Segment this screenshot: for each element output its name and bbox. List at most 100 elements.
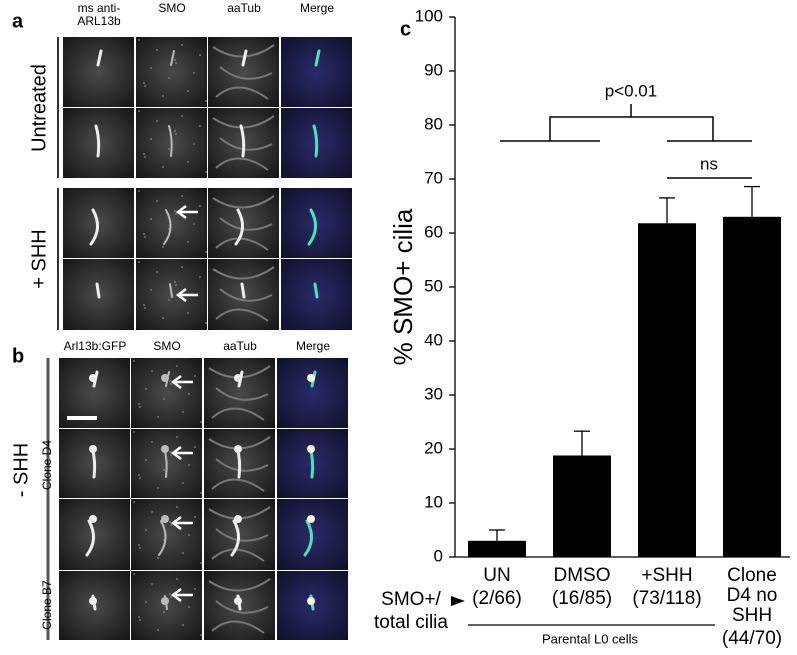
row-label: - SHH <box>10 443 32 497</box>
cilium <box>163 209 172 245</box>
basal-body <box>234 597 242 605</box>
speckle <box>143 153 145 155</box>
speckle <box>138 39 140 41</box>
speckle <box>156 271 158 273</box>
micrograph <box>63 37 134 107</box>
error-bar <box>489 529 505 541</box>
speckle <box>133 573 135 575</box>
y-tick-label: 80 <box>424 114 443 133</box>
speckle <box>151 370 153 372</box>
speckle <box>193 72 195 74</box>
cilium <box>241 49 248 67</box>
arrow <box>170 446 193 460</box>
cilium <box>314 49 321 67</box>
image-tile <box>281 37 352 107</box>
column-header: ms anti-ARL13b <box>77 1 121 28</box>
cilium <box>234 208 244 246</box>
speckle <box>144 236 146 238</box>
speckle <box>139 477 141 479</box>
speckle <box>187 161 189 163</box>
speckle <box>187 241 189 243</box>
speckle <box>175 133 177 135</box>
micrograph <box>208 259 279 330</box>
micrograph <box>208 188 279 258</box>
micrograph <box>131 429 202 498</box>
basal-body <box>89 597 97 605</box>
speckle <box>182 482 184 484</box>
speckle <box>163 469 165 471</box>
speckle <box>150 218 152 220</box>
speckle <box>139 547 141 549</box>
micrograph <box>204 571 275 640</box>
cilium <box>230 519 240 557</box>
speckle <box>138 110 140 112</box>
speckle <box>200 492 202 494</box>
bar-chart: 0 10 20 30 40 50 60 70 80 90 100 <box>415 6 790 565</box>
speckle <box>169 593 171 595</box>
basal-body <box>89 374 97 382</box>
speckle <box>169 451 171 453</box>
speckle <box>199 205 201 207</box>
speckle <box>157 487 159 489</box>
micrograph <box>204 358 275 428</box>
column-header: Merge <box>295 339 330 353</box>
speckle <box>138 616 140 618</box>
microtubules <box>212 266 275 322</box>
speckle <box>205 100 207 102</box>
speckle <box>175 284 177 286</box>
speckle <box>144 307 146 309</box>
group-label: Parental L0 cells <box>542 631 639 646</box>
image-tile <box>136 188 207 258</box>
cilium <box>168 125 173 157</box>
arrow <box>170 375 193 389</box>
y-tick-label: 40 <box>424 330 443 349</box>
speckle <box>156 200 158 202</box>
count-label: (2/66) <box>472 588 522 609</box>
speckle <box>162 317 164 319</box>
panel-letter: c <box>400 18 411 40</box>
speckle <box>151 441 153 443</box>
x-tick-label: DMSO <box>553 565 611 586</box>
speckle <box>187 90 189 92</box>
speckle <box>157 629 159 631</box>
microtubules <box>212 44 275 100</box>
speckle <box>194 375 196 377</box>
count-label: (16/85) <box>551 588 613 609</box>
y-tick-label: 70 <box>424 168 443 187</box>
basal-body <box>161 515 169 523</box>
speckle <box>170 596 172 598</box>
micrograph <box>281 259 352 330</box>
speckle <box>144 156 146 158</box>
column-header: aaTub <box>227 1 261 15</box>
basal-body <box>161 445 169 453</box>
speckle <box>199 276 201 278</box>
column-header: SMO <box>158 1 186 15</box>
micrograph <box>281 188 352 258</box>
bracket <box>500 104 752 142</box>
row-caption: total cilia <box>374 612 448 633</box>
micrographs <box>59 37 352 640</box>
speckle <box>138 403 140 405</box>
micrograph <box>136 188 207 258</box>
basal-body <box>234 445 242 453</box>
basal-body <box>307 597 315 605</box>
micrograph <box>208 108 279 178</box>
speckle <box>176 578 178 580</box>
error-bar <box>744 185 760 217</box>
speckle <box>175 213 177 215</box>
micrograph <box>281 108 352 178</box>
image-tile <box>63 37 134 107</box>
speckle <box>205 171 207 173</box>
speckle <box>145 388 147 390</box>
cilium <box>158 520 167 556</box>
row-caption: SMO+/ <box>381 589 441 610</box>
speckle <box>168 77 170 79</box>
row-label: Clone B7 <box>40 580 54 630</box>
micrograph <box>204 499 275 570</box>
speckle <box>193 223 195 225</box>
speckle <box>144 85 146 87</box>
speckle <box>170 454 172 456</box>
speckle <box>176 506 178 508</box>
arrow <box>170 516 193 530</box>
speckle <box>176 436 178 438</box>
